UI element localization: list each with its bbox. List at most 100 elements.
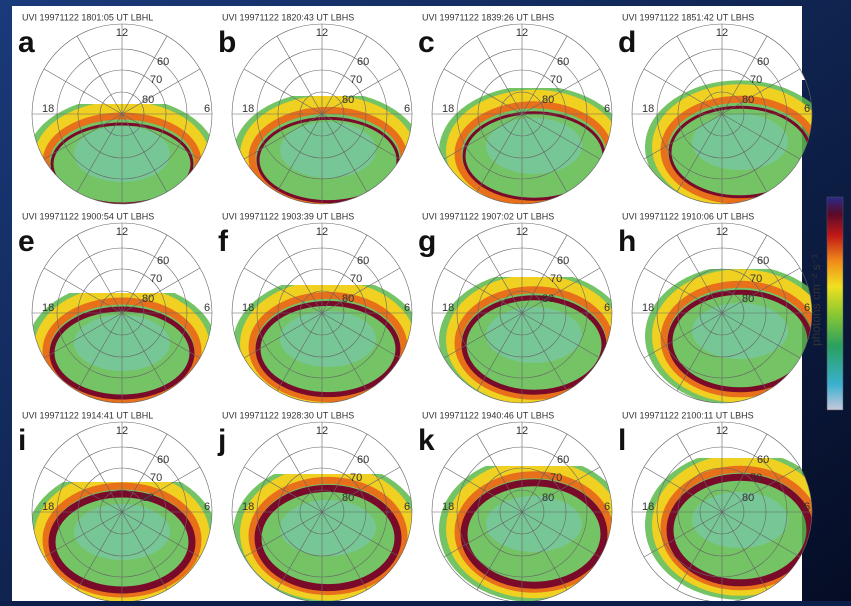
panel-header: UVI 19971122 1839:26 UT LBHS [422,12,554,22]
figure: photons cm⁻² s⁻¹ UVI 19971122 1801:05 UT… [0,0,851,601]
noon-label: 12 [516,27,528,39]
dawn-label: 6 [604,302,610,314]
dusk-label: 18 [242,302,254,314]
noon-label: 12 [116,226,128,238]
panel-header: UVI 19971122 1900:54 UT LBHS [22,211,154,221]
lat-label: 70 [150,273,162,285]
lat-label: 70 [750,74,762,86]
noon-label: 12 [316,27,328,39]
dusk-label: 18 [442,302,454,314]
dusk-label: 18 [442,103,454,115]
dusk-label: 18 [42,103,54,115]
lat-label: 70 [150,74,162,86]
panel-letter: l [618,424,626,457]
panel-letter: f [218,225,229,258]
dusk-label: 18 [42,302,54,314]
dawn-label: 6 [804,302,810,314]
aurora-core [692,303,788,359]
aurora-core [692,114,788,170]
lat-label: 80 [542,293,554,305]
noon-label: 12 [116,425,128,437]
lat-label: 70 [150,472,162,484]
panel-header: UVI 19971122 1907:02 UT LBHS [422,211,554,221]
dusk-label: 18 [242,501,254,513]
noon-label: 12 [716,226,728,238]
panel-header: UVI 19971122 1914:41 UT LBHL [22,410,153,420]
panel-header: UVI 19971122 1820:43 UT LBHS [222,12,354,22]
lat-label: 80 [342,94,354,106]
panel-letter: k [418,424,435,457]
lat-label: 80 [742,94,754,106]
dawn-label: 6 [404,302,410,314]
lat-label: 70 [550,74,562,86]
noon-label: 12 [516,226,528,238]
panel-header: UVI 19971122 1940:46 UT LBHS [422,410,554,420]
lat-label: 80 [342,492,354,504]
lat-label: 70 [350,273,362,285]
page: photons cm⁻² s⁻¹ UVI 19971122 1801:05 UT… [0,0,851,601]
lat-label: 60 [357,454,369,466]
dusk-label: 18 [242,103,254,115]
lat-label: 70 [750,472,762,484]
dusk-label: 18 [642,501,654,513]
aurora-core [486,496,582,552]
dusk-label: 18 [442,501,454,513]
panel-header: UVI 19971122 1801:05 UT LBHL [22,12,153,22]
noon-label: 12 [316,425,328,437]
lat-label: 60 [357,56,369,68]
aurora-core [280,311,376,367]
dawn-label: 6 [204,501,210,513]
lat-label: 60 [757,454,769,466]
panel-letter: b [218,26,236,59]
lat-label: 60 [357,255,369,267]
noon-label: 12 [316,226,328,238]
panel-letter: d [618,26,636,59]
dawn-label: 6 [404,103,410,115]
lat-label: 80 [542,94,554,106]
lat-label: 70 [550,472,562,484]
panel-letter: e [18,225,35,258]
dawn-label: 6 [804,103,810,115]
dusk-label: 18 [642,302,654,314]
panel-header: UVI 19971122 2100:11 UT LBHS [622,410,754,420]
lat-label: 70 [550,273,562,285]
dawn-label: 6 [404,501,410,513]
noon-label: 12 [516,425,528,437]
lat-label: 60 [557,454,569,466]
panel-letter: a [18,26,35,59]
dawn-label: 6 [604,103,610,115]
panel-header: UVI 19971122 1928:30 UT LBHS [222,410,354,420]
lat-label: 60 [757,255,769,267]
lat-label: 80 [142,492,154,504]
lat-label: 60 [157,255,169,267]
lat-label: 80 [142,94,154,106]
lat-label: 70 [750,273,762,285]
panel-letter: c [418,26,435,59]
dawn-label: 6 [804,501,810,513]
aurora-core [280,122,376,178]
lat-label: 80 [542,492,554,504]
dawn-label: 6 [204,103,210,115]
lat-label: 80 [342,293,354,305]
panel-letter: h [618,225,636,258]
dawn-label: 6 [604,501,610,513]
noon-label: 12 [716,27,728,39]
noon-label: 12 [716,425,728,437]
lat-label: 60 [157,56,169,68]
lat-label: 80 [742,293,754,305]
colorbar [827,197,843,410]
dawn-label: 6 [204,302,210,314]
lat-label: 80 [142,293,154,305]
lat-label: 60 [757,56,769,68]
dusk-label: 18 [642,103,654,115]
lat-label: 60 [557,56,569,68]
panel-letter: i [18,424,26,457]
lat-label: 60 [557,255,569,267]
panel-letter: g [418,225,436,258]
panel-header: UVI 19971122 1851:42 UT LBHS [622,12,754,22]
noon-label: 12 [116,27,128,39]
lat-label: 70 [350,472,362,484]
panel-letter: j [217,424,226,457]
dusk-label: 18 [42,501,54,513]
panel-header: UVI 19971122 1910:06 UT LBHS [622,211,754,221]
